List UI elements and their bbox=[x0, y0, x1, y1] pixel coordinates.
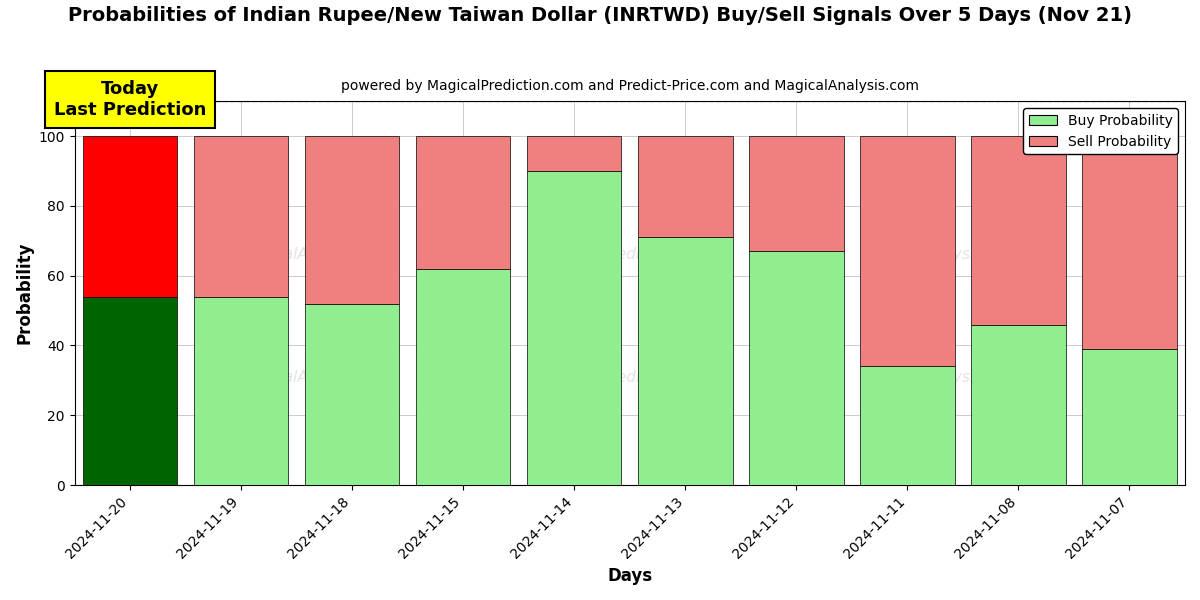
Bar bbox=[749, 251, 844, 485]
Text: MagicalAnalysis.com: MagicalAnalysis.com bbox=[240, 370, 398, 385]
Bar bbox=[83, 136, 178, 296]
Title: powered by MagicalPrediction.com and Predict-Price.com and MagicalAnalysis.com: powered by MagicalPrediction.com and Pre… bbox=[341, 79, 919, 93]
Bar bbox=[860, 367, 955, 485]
Bar bbox=[416, 269, 510, 485]
Bar bbox=[1082, 349, 1177, 485]
Text: MagicalAnalysis.com: MagicalAnalysis.com bbox=[240, 247, 398, 262]
Bar bbox=[971, 325, 1066, 485]
Bar bbox=[416, 136, 510, 269]
Text: MagicalAnalysis.com: MagicalAnalysis.com bbox=[862, 247, 1020, 262]
Text: MagicalAnalysis.com: MagicalAnalysis.com bbox=[862, 370, 1020, 385]
Text: MagicalPrediction.com: MagicalPrediction.com bbox=[544, 370, 716, 385]
Bar bbox=[83, 296, 178, 485]
Bar bbox=[638, 237, 732, 485]
Bar bbox=[305, 304, 400, 485]
Bar bbox=[638, 136, 732, 237]
Bar bbox=[305, 136, 400, 304]
X-axis label: Days: Days bbox=[607, 567, 653, 585]
Bar bbox=[194, 136, 288, 296]
Bar bbox=[194, 296, 288, 485]
Bar bbox=[860, 136, 955, 367]
Bar bbox=[527, 171, 622, 485]
Legend: Buy Probability, Sell Probability: Buy Probability, Sell Probability bbox=[1024, 108, 1178, 154]
Bar bbox=[1082, 136, 1177, 349]
Y-axis label: Probability: Probability bbox=[16, 242, 34, 344]
Bar bbox=[527, 136, 622, 171]
Bar bbox=[749, 136, 844, 251]
Text: MagicalPrediction.com: MagicalPrediction.com bbox=[544, 247, 716, 262]
Bar bbox=[971, 136, 1066, 325]
Text: Today
Last Prediction: Today Last Prediction bbox=[54, 80, 206, 119]
Text: Probabilities of Indian Rupee/New Taiwan Dollar (INRTWD) Buy/Sell Signals Over 5: Probabilities of Indian Rupee/New Taiwan… bbox=[68, 6, 1132, 25]
